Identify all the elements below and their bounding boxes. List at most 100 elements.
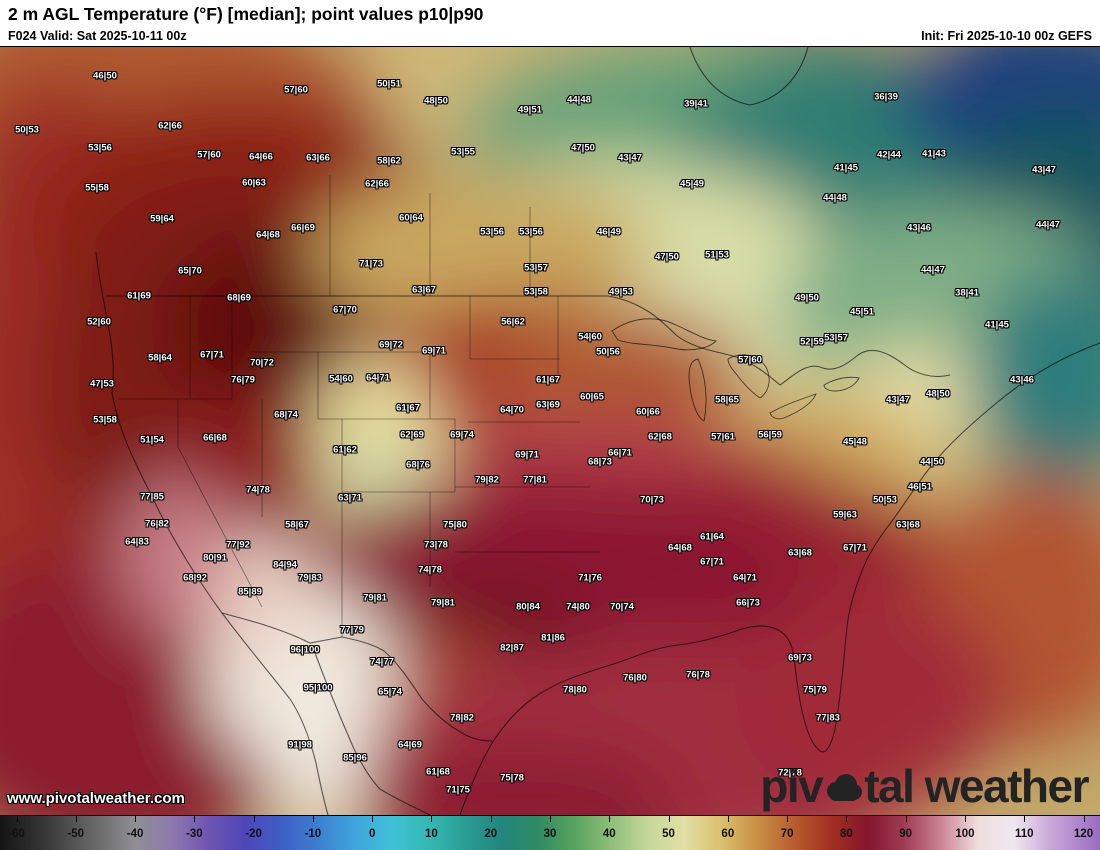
- station-value: 58|64: [148, 352, 172, 364]
- station-value: 47|50: [655, 251, 679, 263]
- station-value: 57|60: [197, 149, 221, 161]
- station-value: 79|82: [475, 474, 499, 486]
- station-value: 66|68: [203, 432, 227, 444]
- station-value: 59|63: [833, 509, 857, 521]
- station-value: 70|73: [640, 494, 664, 506]
- lake-erie: [769, 393, 817, 420]
- temperature-field-svg: [0, 47, 1100, 815]
- colorbar-tick: [905, 816, 907, 822]
- station-value: 43|46: [1010, 374, 1034, 386]
- init-label: Init: Fri 2025-10-10 00z GEFS: [921, 29, 1092, 43]
- colorbar-tick-label: -50: [67, 827, 85, 840]
- station-value: 69|71: [515, 449, 539, 461]
- station-value: 63|66: [306, 152, 330, 164]
- colorbar: -60 -50 -40 -30 -20 -10 0 10 20 30 40 50 60 70 80 90 100…: [0, 815, 1100, 850]
- station-value: 49|53: [609, 286, 633, 298]
- station-value: 79|83: [298, 572, 322, 584]
- station-value: 63|67: [412, 284, 436, 296]
- station-value: 56|62: [501, 316, 525, 328]
- station-value: 47|53: [90, 378, 114, 390]
- station-value: 42|44: [877, 149, 901, 161]
- station-value: 53|55: [451, 146, 475, 158]
- station-value: 53|56: [519, 226, 543, 238]
- station-value: 62|66: [365, 178, 389, 190]
- station-value: 48|50: [926, 388, 950, 400]
- station-value: 96|100: [290, 644, 320, 656]
- station-value: 66|69: [291, 222, 315, 234]
- station-value: 62|68: [648, 431, 672, 443]
- station-value: 41|43: [922, 148, 946, 160]
- station-value: 65|70: [178, 265, 202, 277]
- colorbar-tick-label: 50: [662, 827, 675, 840]
- lake-superior: [611, 318, 717, 351]
- station-value: 62|69: [400, 429, 424, 441]
- station-value: 51|53: [705, 249, 729, 261]
- station-value: 71|73: [359, 258, 383, 270]
- station-value: 41|45: [985, 319, 1009, 331]
- station-value: 80|84: [516, 601, 540, 613]
- station-value: 74|78: [418, 564, 442, 576]
- station-value: 45|48: [843, 436, 867, 448]
- station-value: 44|48: [567, 94, 591, 106]
- station-value: 67|71: [700, 556, 724, 568]
- atlantic-gulf-coastline: [459, 342, 1100, 815]
- station-value: 76|79: [231, 374, 255, 386]
- station-value: 50|53: [15, 124, 39, 136]
- station-value: 44|48: [823, 192, 847, 204]
- station-value: 63|68: [896, 519, 920, 531]
- station-value: 69|74: [450, 429, 474, 441]
- station-value: 63|69: [536, 399, 560, 411]
- station-value: 49|51: [518, 104, 542, 116]
- colorbar-tick-label: 90: [899, 827, 913, 840]
- station-value: 54|60: [329, 373, 353, 385]
- station-value: 84|94: [273, 559, 297, 571]
- colorbar-tick: [194, 816, 196, 822]
- station-value: 68|73: [588, 456, 612, 468]
- station-value: 61|69: [127, 290, 151, 302]
- station-value: 58|67: [285, 519, 309, 531]
- station-value: 74|80: [566, 601, 590, 613]
- station-value: 56|59: [758, 429, 782, 441]
- station-value: 75|79: [803, 684, 827, 696]
- colorbar-tick-label: -40: [126, 827, 144, 840]
- colorbar-tick-label: 40: [602, 827, 616, 840]
- field-blob: [120, 477, 230, 633]
- lake-michigan: [688, 358, 707, 422]
- station-value: 60|64: [399, 212, 423, 224]
- station-value: 91|98: [288, 739, 312, 751]
- stations-layer: 46|50 57|60 50|51 48|50 49|51 44|48 39|41 36|39…: [0, 47, 1100, 815]
- station-value: 67|71: [200, 349, 224, 361]
- station-value: 58|65: [715, 394, 739, 406]
- station-value: 45|51: [850, 306, 874, 318]
- field-blob: [735, 589, 1005, 809]
- watermark: www.pivotalweather.com: [7, 790, 185, 807]
- great-lakes: [611, 318, 860, 422]
- station-value: 62|66: [158, 120, 182, 132]
- station-value: 75|78: [500, 772, 524, 784]
- station-value: 59|64: [150, 213, 174, 225]
- colorbar-tick: [964, 816, 966, 822]
- station-value: 48|50: [424, 95, 448, 107]
- colorbar-tick-label: 0: [368, 827, 376, 840]
- station-value: 85|96: [343, 752, 367, 764]
- station-value: 50|56: [596, 346, 620, 358]
- station-value: 70|74: [610, 601, 634, 613]
- colorbar-tick-label: 80: [839, 827, 853, 840]
- station-value: 51|54: [140, 434, 164, 446]
- station-value: 50|51: [377, 78, 401, 90]
- colorbar-tick: [431, 816, 433, 822]
- station-value: 66|71: [608, 447, 632, 459]
- station-value: 81|86: [541, 632, 565, 644]
- field-blob: [310, 172, 650, 332]
- station-value: 78|82: [450, 712, 474, 724]
- station-value: 43|47: [886, 394, 910, 406]
- station-value: 58|62: [377, 155, 401, 167]
- station-value: 46|50: [93, 70, 117, 82]
- station-value: 67|70: [333, 304, 357, 316]
- colorbar-tick: [1024, 816, 1026, 822]
- station-value: 71|76: [578, 572, 602, 584]
- colorbar-tick: [135, 816, 137, 822]
- station-value: 43|47: [618, 152, 642, 164]
- station-value: 71|75: [446, 784, 470, 796]
- station-value: 74|77: [370, 656, 394, 668]
